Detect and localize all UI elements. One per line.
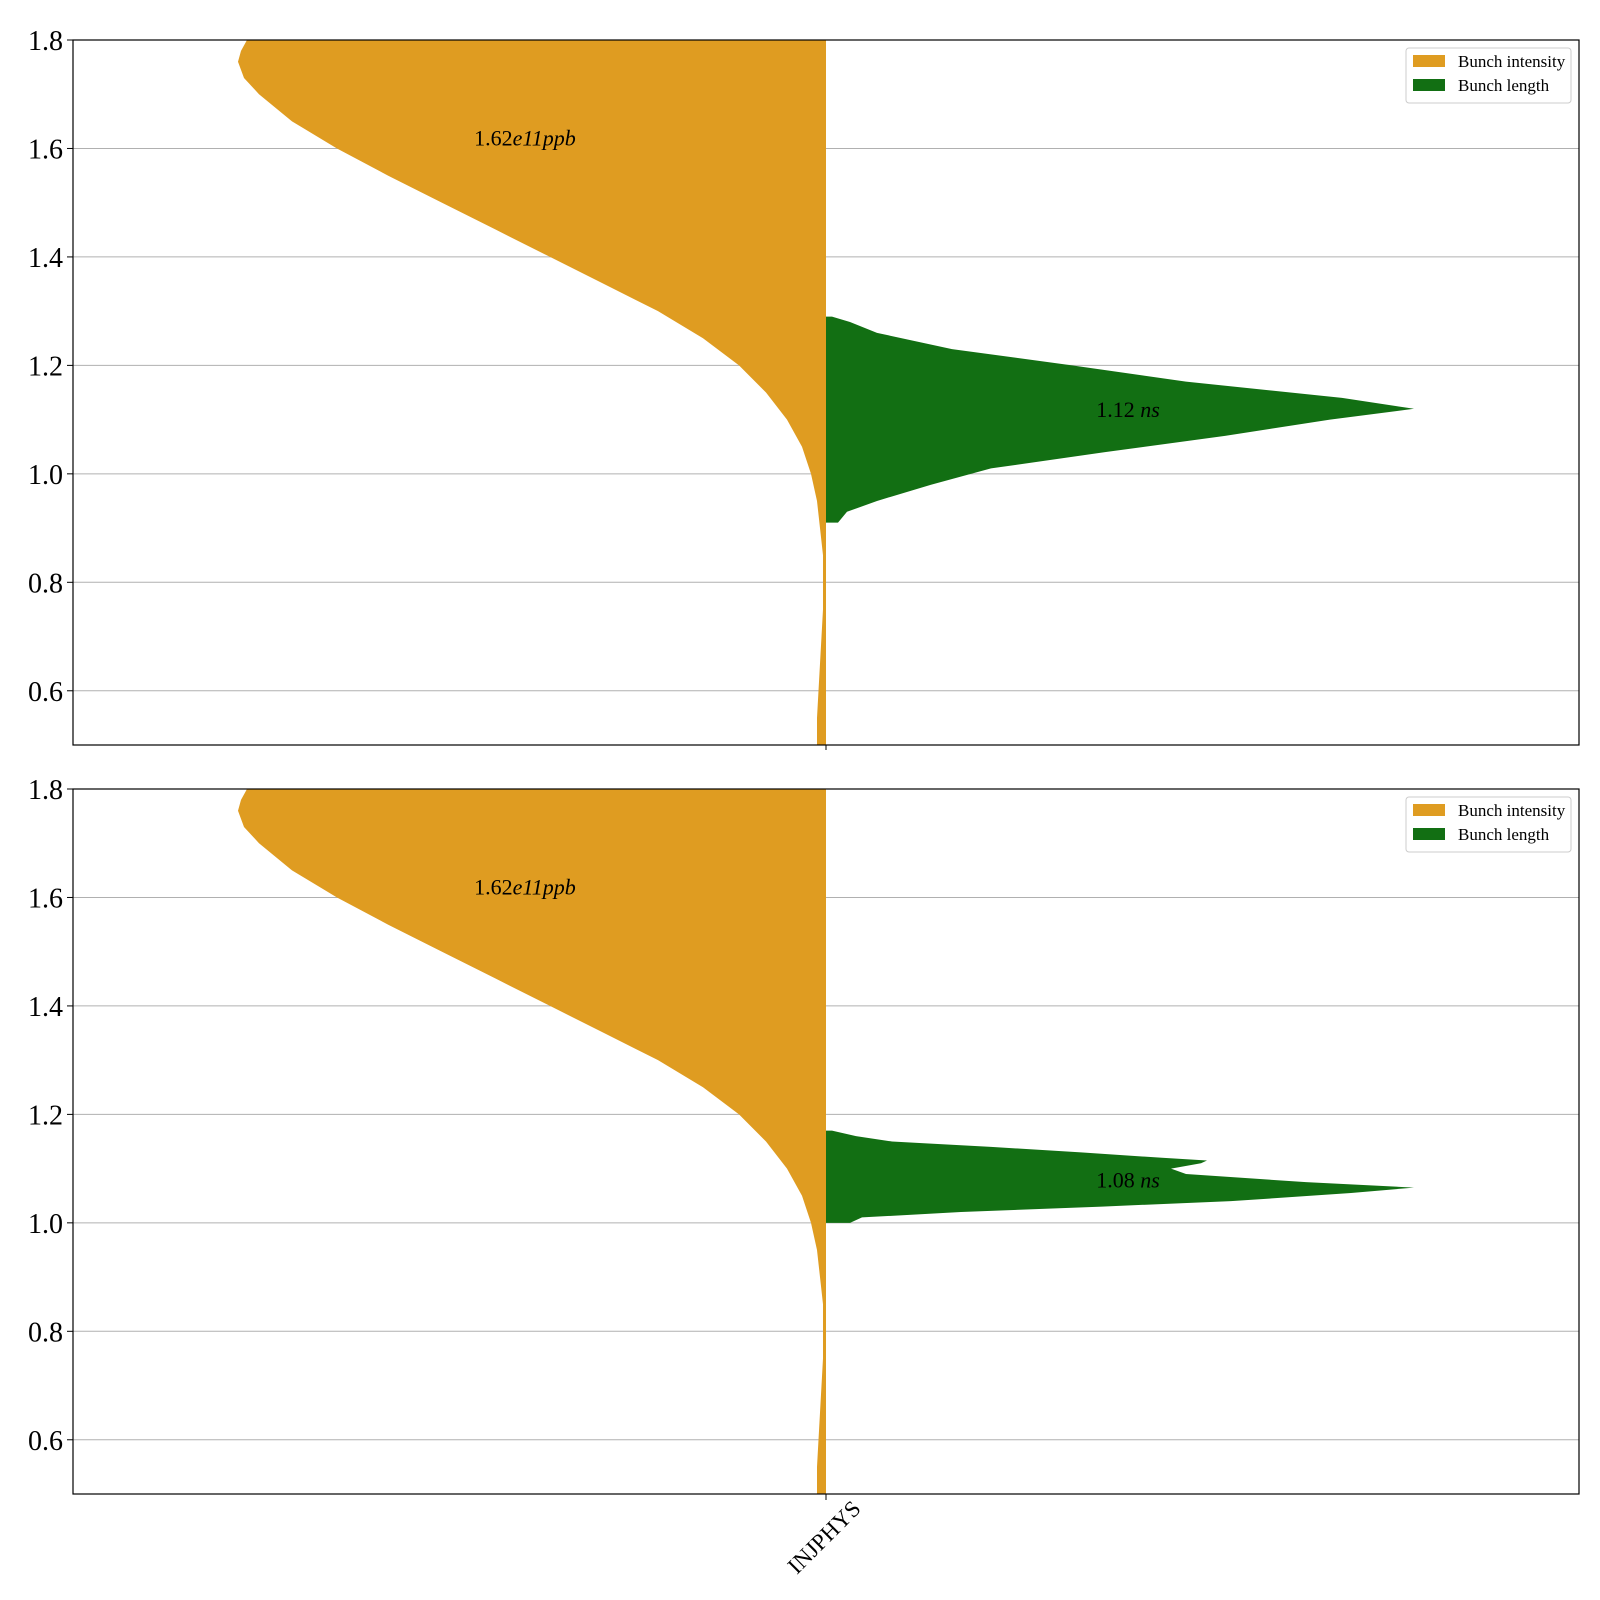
annotation-value: 1.12 xyxy=(1096,397,1135,422)
y-tick-label: 0.8 xyxy=(28,1317,63,1348)
annotation-bunch-intensity-top: 1.62e11ppb xyxy=(474,126,576,151)
y-tick-label: 0.6 xyxy=(28,1426,63,1457)
y-tick-label: 1.8 xyxy=(28,775,63,806)
annotations-top: 1.62e11ppb 1.12 ns xyxy=(474,126,1160,422)
violin-bunch-length xyxy=(826,1130,1414,1223)
annotation-unit: ns xyxy=(1140,397,1160,422)
y-tick-label: 1.2 xyxy=(28,351,63,382)
annotation-unit: ns xyxy=(1140,1167,1160,1192)
y-axis-top: 0.6 0.8 1.0 1.2 1.4 1.6 1.8 xyxy=(28,26,73,708)
x-axis-bottom: INJPHYS xyxy=(783,1494,866,1579)
annotation-value: 1.62 xyxy=(474,126,513,151)
panel-bottom: 0.6 0.8 1.0 1.2 1.4 1.6 1.8 1.62e11ppb 1.08 ns… xyxy=(28,775,1580,1579)
annotations-bottom: 1.62e11ppb 1.08 ns xyxy=(474,875,1160,1193)
legend-box xyxy=(1405,796,1572,853)
annotation-bunch-length-bottom: 1.08 ns xyxy=(1096,1167,1160,1192)
y-tick-label: 0.8 xyxy=(28,568,63,599)
annotation-unit: e11ppb xyxy=(513,875,576,900)
annotation-value: 1.08 xyxy=(1096,1167,1135,1192)
legend-top: Bunch intensity Bunch length xyxy=(1405,47,1572,104)
legend-label-bunch-intensity: Bunch intensity xyxy=(1458,801,1566,820)
legend-swatch-bunch-intensity xyxy=(1413,55,1445,67)
y-axis-bottom: 0.6 0.8 1.0 1.2 1.4 1.6 1.8 xyxy=(28,775,73,1457)
violin-bunch-intensity xyxy=(238,789,826,1494)
legend-bottom: Bunch intensity Bunch length xyxy=(1405,796,1572,853)
legend-box xyxy=(1405,47,1572,104)
y-tick-label: 1.6 xyxy=(28,883,63,914)
annotation-unit: e11ppb xyxy=(513,126,576,151)
legend-label-bunch-length: Bunch length xyxy=(1458,825,1550,844)
legend-label-bunch-length: Bunch length xyxy=(1458,76,1550,95)
violin-bunch-intensity xyxy=(238,40,826,745)
y-tick-label: 1.4 xyxy=(28,992,63,1023)
panel-top: 0.6 0.8 1.0 1.2 1.4 1.6 1.8 1.62e11ppb 1.12 ns… xyxy=(28,26,1580,746)
y-tick-label: 1.0 xyxy=(28,460,63,491)
y-tick-label: 1.0 xyxy=(28,1209,63,1240)
y-tick-label: 1.6 xyxy=(28,134,63,165)
legend-swatch-bunch-length xyxy=(1413,79,1445,91)
annotation-bunch-length-top: 1.12 ns xyxy=(1096,397,1160,422)
y-tick-label: 1.8 xyxy=(28,26,63,57)
violins-bottom xyxy=(238,789,1414,1494)
violins-top xyxy=(238,40,1414,745)
y-tick-label: 0.6 xyxy=(28,677,63,708)
violin-bunch-length xyxy=(826,316,1414,523)
annotation-bunch-intensity-bottom: 1.62e11ppb xyxy=(474,875,576,900)
legend-label-bunch-intensity: Bunch intensity xyxy=(1458,52,1566,71)
y-tick-label: 1.4 xyxy=(28,243,63,274)
x-tick-label: INJPHYS xyxy=(783,1496,866,1579)
y-tick-label: 1.2 xyxy=(28,1100,63,1131)
legend-swatch-bunch-length xyxy=(1413,828,1445,840)
annotation-value: 1.62 xyxy=(474,875,513,900)
legend-swatch-bunch-intensity xyxy=(1413,804,1445,816)
